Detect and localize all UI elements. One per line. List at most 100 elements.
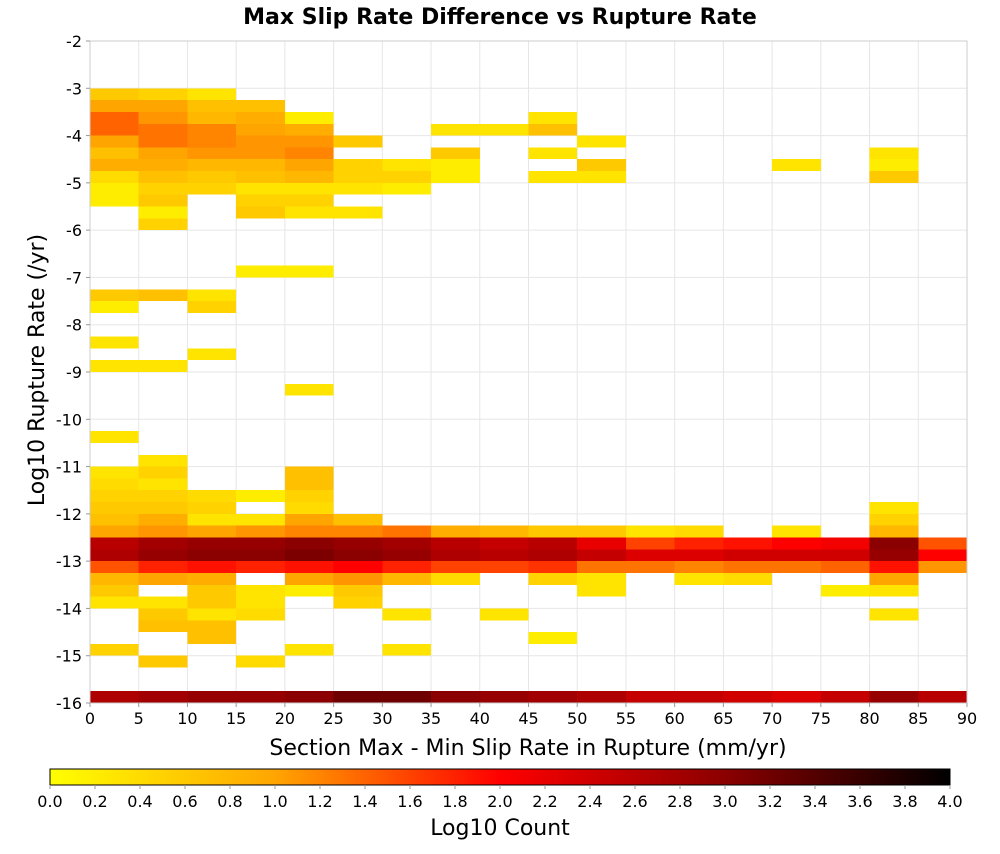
heatmap-cell: [138, 182, 188, 195]
heatmap-cell: [528, 537, 578, 550]
colorbar-tick-label: 2.8: [667, 792, 692, 811]
heatmap-cell: [382, 537, 432, 550]
heatmap-cell: [382, 608, 432, 621]
heatmap-cell: [625, 537, 675, 550]
heatmap-cell: [90, 549, 139, 562]
heatmap-cell: [333, 135, 383, 148]
heatmap-cell: [869, 549, 919, 562]
y-axis-ticks: -16 -15 -14 -13 -12 -11 -10 -9 -8 -7 -6 -5 -4 -3 -2: [56, 32, 90, 713]
heatmap-cell: [382, 691, 432, 703]
heatmap-cell: [236, 655, 285, 668]
heatmap-cell: [820, 549, 870, 562]
heatmap-cell: [431, 123, 480, 136]
heatmap-cell: [820, 691, 870, 703]
heatmap-cell: [284, 502, 334, 514]
y-tick-label: -10: [56, 410, 82, 429]
heatmap-cell: [138, 100, 188, 112]
y-tick-label: -15: [56, 647, 82, 666]
heatmap-cell: [284, 572, 334, 585]
heatmap-cell: [674, 572, 724, 585]
x-tick-label: 70: [762, 709, 782, 728]
heatmap-cell: [284, 643, 334, 656]
x-tick-label: 10: [177, 709, 197, 728]
heatmap-cell: [577, 561, 626, 573]
heatmap-cell: [90, 111, 139, 124]
heatmap-cell: [138, 360, 188, 372]
heatmap-cell: [479, 561, 529, 573]
colorbar-tick-label: 0.6: [172, 792, 197, 811]
heatmap-cell: [284, 206, 334, 219]
heatmap-cell: [479, 608, 529, 621]
heatmap-cell: [90, 147, 139, 160]
heatmap-cell: [90, 182, 139, 195]
heatmap-cell: [138, 218, 188, 231]
colorbar-tick-label: 1.4: [352, 792, 377, 811]
heatmap-cell: [138, 466, 188, 479]
x-tick-label: 60: [664, 709, 684, 728]
heatmap-cell: [772, 525, 821, 538]
heatmap-cell: [918, 691, 967, 703]
heatmap-cell: [236, 691, 285, 703]
heatmap-cell: [577, 159, 626, 172]
heatmap-cell: [187, 620, 237, 633]
colorbar-label: Log10 Count: [430, 816, 570, 841]
heatmap-cell: [138, 537, 188, 550]
heatmap-cell: [138, 596, 188, 609]
heatmap-cell: [528, 111, 578, 124]
colorbar-tick-label: 1.0: [262, 792, 287, 811]
heatmap-cells: [90, 88, 967, 703]
heatmap-cell: [869, 525, 919, 538]
heatmap-cell: [187, 525, 237, 538]
heatmap-cell: [187, 572, 237, 585]
heatmap-cell: [236, 123, 285, 136]
heatmap-cell: [772, 691, 821, 703]
heatmap-cell: [187, 596, 237, 609]
heatmap-cell: [918, 561, 967, 573]
heatmap-cell: [333, 596, 383, 609]
heatmap-cell: [382, 549, 432, 562]
heatmap-cell: [479, 525, 529, 538]
x-tick-label: 5: [134, 709, 144, 728]
heatmap-cell: [138, 88, 188, 101]
heatmap-cell: [236, 596, 285, 609]
heatmap-cell: [674, 537, 724, 550]
x-tick-label: 40: [470, 709, 490, 728]
heatmap-cell: [187, 88, 237, 101]
heatmap-cell: [577, 584, 626, 597]
x-tick-label: 90: [957, 709, 977, 728]
heatmap-cell: [284, 111, 334, 124]
heatmap-cell: [138, 572, 188, 585]
heatmap-cell: [90, 301, 139, 313]
heatmap-cell: [187, 502, 237, 514]
y-tick-label: -9: [66, 363, 82, 382]
heatmap-cell: [577, 135, 626, 148]
heatmap-cell: [674, 549, 724, 562]
heatmap-cell: [528, 525, 578, 538]
heatmap-cell: [90, 360, 139, 372]
heatmap-cell: [138, 159, 188, 172]
heatmap-cell: [382, 643, 432, 656]
heatmap-cell: [138, 111, 188, 124]
x-tick-label: 85: [908, 709, 928, 728]
heatmap-cell: [333, 206, 383, 219]
heatmap-cell: [90, 336, 139, 349]
heatmap-cell: [236, 159, 285, 172]
heatmap-cell: [236, 525, 285, 538]
heatmap-cell: [284, 171, 334, 183]
heatmap-cell: [333, 537, 383, 550]
heatmap-cell: [90, 643, 139, 656]
heatmap-cell: [187, 348, 237, 361]
heatmap-cell: [869, 691, 919, 703]
heatmap-cell: [236, 265, 285, 278]
heatmap-cell: [284, 490, 334, 503]
x-tick-label: 45: [518, 709, 538, 728]
heatmap-cell: [479, 123, 529, 136]
heatmap-cell: [138, 147, 188, 160]
y-tick-label: -7: [66, 268, 82, 287]
colorbar-tick-label: 3.0: [712, 792, 737, 811]
y-axis-label: Log10 Rupture Rate (/yr): [25, 234, 50, 506]
heatmap-cell: [236, 490, 285, 503]
heatmap-cell: [333, 572, 383, 585]
heatmap-cell: [90, 194, 139, 207]
